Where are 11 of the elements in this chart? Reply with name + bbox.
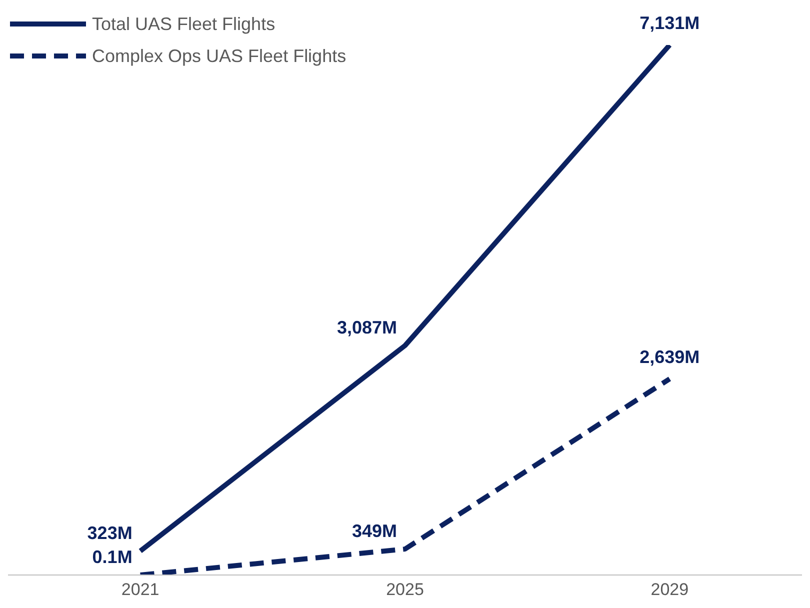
data-label: 7,131M bbox=[640, 13, 700, 33]
x-tick-label: 2025 bbox=[386, 580, 424, 600]
data-label: 323M bbox=[87, 522, 132, 543]
legend-label: Complex Ops UAS Fleet Flights bbox=[92, 46, 346, 66]
data-label: 349M bbox=[352, 521, 397, 542]
x-tick-label: 2029 bbox=[650, 580, 689, 600]
data-label: 2,639M bbox=[640, 346, 700, 367]
x-tick-label: 2021 bbox=[121, 580, 160, 600]
data-label: 3,087M bbox=[336, 318, 397, 338]
legend-label: Total UAS Fleet Flights bbox=[92, 14, 276, 34]
data-label: 0.1M bbox=[92, 546, 132, 567]
